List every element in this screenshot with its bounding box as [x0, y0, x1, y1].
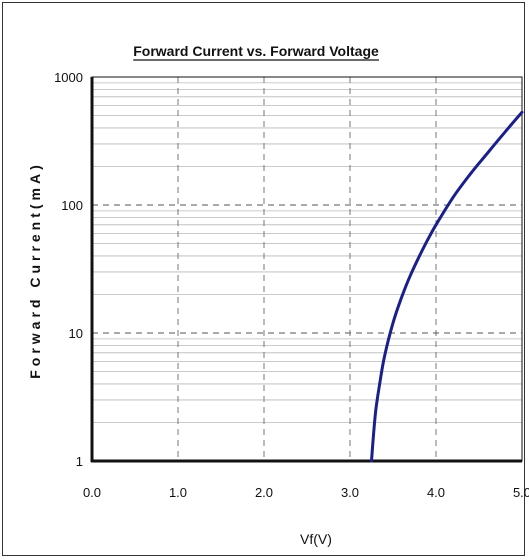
x-tick-label: 0.0 — [83, 485, 101, 500]
x-tick-label: 5.0 — [513, 485, 529, 500]
y-axis-label: Forward Current(mA) — [27, 161, 43, 379]
x-axis-label: Vf(V) — [300, 531, 332, 547]
x-tick-label: 4.0 — [427, 485, 445, 500]
x-tick-label: 2.0 — [255, 485, 273, 500]
x-tick-labels: 0.0 1.0 2.0 3.0 4.0 5.0 — [83, 485, 529, 500]
y-tick-labels: 1 10 100 1000 — [54, 70, 83, 469]
y-tick-label: 1 — [76, 454, 83, 469]
series-line — [370, 110, 524, 463]
x-tick-label: 1.0 — [169, 485, 187, 500]
series-layer — [370, 110, 524, 463]
y-tick-label: 1000 — [54, 70, 83, 85]
y-tick-label: 100 — [61, 198, 83, 213]
x-tick-label: 3.0 — [341, 485, 359, 500]
plot-area — [91, 76, 523, 462]
y-tick-label: 10 — [69, 326, 83, 341]
major-gridlines — [92, 77, 522, 461]
chart-title: Forward Current vs. Forward Voltage — [133, 43, 379, 59]
minor-gridlines — [92, 82, 522, 423]
